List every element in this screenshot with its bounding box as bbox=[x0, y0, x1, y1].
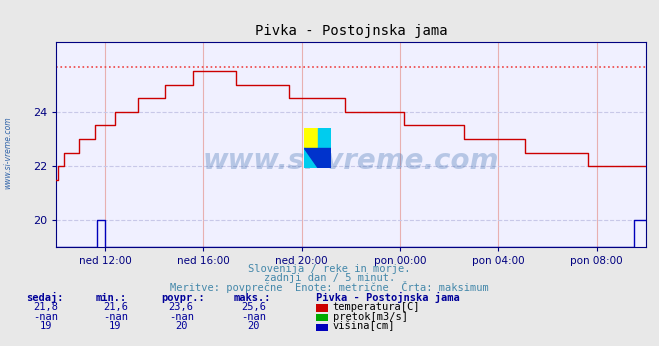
Bar bbox=[304, 128, 318, 148]
Text: Slovenija / reke in morje.: Slovenija / reke in morje. bbox=[248, 264, 411, 274]
Text: 20: 20 bbox=[175, 321, 187, 331]
Text: 21,6: 21,6 bbox=[103, 302, 128, 312]
Polygon shape bbox=[304, 148, 318, 168]
Polygon shape bbox=[304, 148, 318, 168]
Text: sedaj:: sedaj: bbox=[26, 292, 64, 303]
Text: -nan: -nan bbox=[169, 312, 194, 322]
Text: temperatura[C]: temperatura[C] bbox=[333, 302, 420, 312]
Text: Pivka - Postojnska jama: Pivka - Postojnska jama bbox=[316, 292, 460, 303]
Text: 20: 20 bbox=[248, 321, 260, 331]
Text: 19: 19 bbox=[40, 321, 52, 331]
Title: Pivka - Postojnska jama: Pivka - Postojnska jama bbox=[254, 24, 447, 38]
Text: zadnji dan / 5 minut.: zadnji dan / 5 minut. bbox=[264, 273, 395, 283]
Text: -nan: -nan bbox=[103, 312, 128, 322]
Text: povpr.:: povpr.: bbox=[161, 293, 205, 303]
Text: www.si-vreme.com: www.si-vreme.com bbox=[203, 147, 499, 175]
Text: maks.:: maks.: bbox=[234, 293, 272, 303]
Text: www.si-vreme.com: www.si-vreme.com bbox=[3, 116, 13, 189]
Text: -nan: -nan bbox=[241, 312, 266, 322]
Text: 21,8: 21,8 bbox=[34, 302, 59, 312]
Bar bbox=[318, 148, 331, 168]
Text: 25,6: 25,6 bbox=[241, 302, 266, 312]
Text: višina[cm]: višina[cm] bbox=[333, 321, 395, 331]
Text: min.:: min.: bbox=[96, 293, 127, 303]
Text: 23,6: 23,6 bbox=[169, 302, 194, 312]
Text: pretok[m3/s]: pretok[m3/s] bbox=[333, 312, 408, 322]
Text: -nan: -nan bbox=[34, 312, 59, 322]
Text: Meritve: povprečne  Enote: metrične  Črta: maksimum: Meritve: povprečne Enote: metrične Črta:… bbox=[170, 281, 489, 293]
Text: 19: 19 bbox=[109, 321, 121, 331]
Bar bbox=[318, 128, 331, 148]
